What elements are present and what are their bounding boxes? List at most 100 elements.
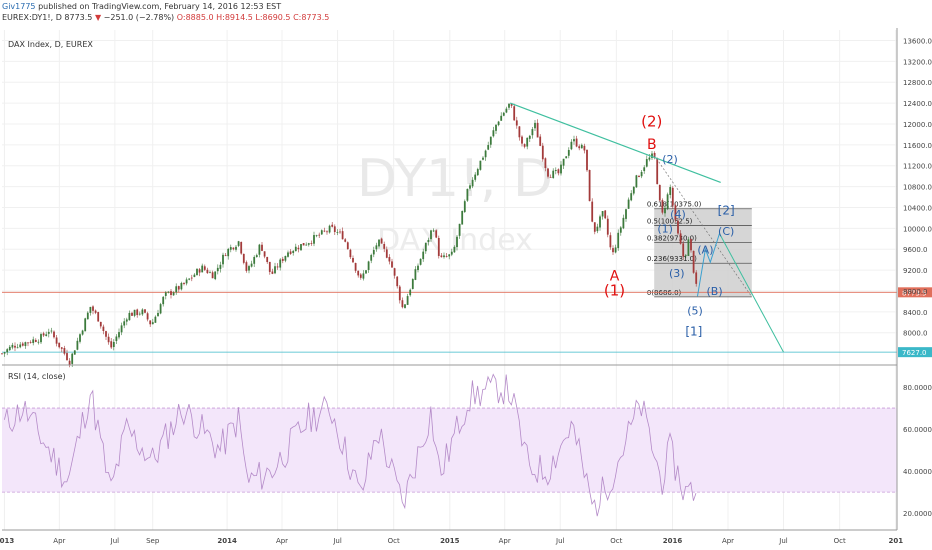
candle-body — [89, 306, 92, 313]
candle-body — [567, 150, 570, 156]
candle-body — [203, 266, 206, 270]
candle-body — [341, 231, 344, 240]
candle-body — [144, 309, 146, 313]
candle-body — [157, 312, 159, 317]
projection-path — [697, 233, 720, 297]
candle-body — [617, 232, 620, 249]
candle-body — [258, 244, 261, 255]
last-price: 8773.5 — [64, 13, 93, 22]
projection-drop — [719, 233, 784, 353]
candle-body — [458, 223, 461, 236]
candle-body — [201, 265, 204, 273]
candle-body — [289, 251, 292, 254]
candle-body — [445, 256, 448, 257]
candle-body — [411, 279, 414, 289]
candle-body — [679, 233, 682, 244]
candle-body — [479, 160, 482, 170]
candle-body — [653, 152, 656, 158]
candle-body — [539, 136, 542, 146]
candle-body — [430, 230, 432, 240]
rsi-title: RSI (14, close) — [8, 372, 66, 381]
rsi-y-tick-label: 40.0000 — [903, 468, 932, 476]
candle-body — [401, 300, 404, 308]
candle-body — [344, 239, 347, 242]
candle-body — [167, 291, 170, 293]
candle-body — [362, 273, 365, 279]
candle-body — [333, 226, 336, 232]
rsi-y-tick-label: 20.0000 — [903, 510, 932, 518]
candle-body — [245, 262, 248, 271]
fib-retracement[interactable]: 0.618(10375.0) 0.5(10052.5) 0.382(9730.0) 0… — [647, 201, 752, 298]
candle-body — [79, 334, 81, 342]
candle-body — [367, 261, 370, 270]
candle-body — [471, 179, 474, 187]
candle-body — [336, 232, 339, 233]
candle-body — [630, 193, 633, 201]
candle-body — [185, 279, 188, 284]
candle-body — [682, 243, 685, 257]
low-value: L:8690.5 — [255, 13, 291, 22]
candle-body — [216, 267, 219, 272]
candles — [1, 103, 698, 368]
x-tick-label: Jul — [332, 537, 342, 545]
x-tick-label: Oct — [834, 537, 846, 545]
candle-body — [510, 103, 513, 106]
candle-body — [664, 207, 666, 214]
x-tick-label: Apr — [53, 537, 65, 545]
rsi-y-tick-label: 80.0000 — [903, 384, 932, 392]
candle-body — [1, 353, 3, 355]
candle-body — [6, 349, 9, 353]
publish-info: published on TradingView.com, February 1… — [38, 2, 282, 11]
candle-body — [133, 309, 136, 316]
candle-body — [99, 321, 102, 327]
candle-body — [138, 313, 141, 315]
wave-label-blue: (5) — [687, 304, 703, 317]
candle-body — [547, 168, 549, 177]
candle-body — [131, 312, 133, 316]
candle-body — [242, 253, 245, 263]
candle-body — [669, 187, 672, 195]
candle-body — [281, 258, 284, 261]
candle-body — [313, 235, 315, 244]
candle-body — [320, 230, 323, 235]
x-tick-label: 2016 — [663, 537, 683, 545]
x-tick-label: Apr — [276, 537, 288, 545]
wave-label-blue: [2] — [718, 204, 735, 218]
candle-body — [596, 226, 599, 232]
publisher-line: Giv1775 published on TradingView.com, Fe… — [2, 2, 281, 12]
candle-body — [414, 269, 417, 280]
fib-level-label: 0.618(10375.0) — [647, 201, 702, 209]
candle-body — [105, 331, 107, 337]
candle-body — [240, 241, 243, 254]
candle-body — [534, 122, 536, 129]
candle-body — [307, 243, 310, 245]
candle-body — [328, 225, 331, 233]
y-tick-label: 11200.0 — [903, 163, 932, 171]
candle-body — [614, 247, 617, 253]
candle-body — [497, 121, 500, 126]
x-tick-label: 2015 — [440, 537, 460, 545]
candle-body — [125, 319, 128, 322]
candle-body — [45, 334, 48, 337]
candle-body — [677, 220, 679, 234]
x-tick-label: 2013 — [0, 537, 14, 545]
candle-body — [297, 247, 300, 250]
wave-annotations[interactable]: (2)BA(1)(2)(1)(4)(3)(5)[1](A)(B)(C)[2] — [509, 102, 784, 353]
open-value: O:8885.0 — [176, 13, 214, 22]
candle-body — [68, 360, 71, 365]
candle-body — [266, 256, 269, 263]
candle-body — [349, 249, 352, 258]
candle-body — [40, 334, 42, 343]
wave-label-blue: [1] — [685, 324, 702, 338]
candle-body — [180, 283, 183, 290]
candle-body — [495, 124, 497, 131]
candle-body — [60, 347, 63, 349]
candle-body — [339, 231, 341, 233]
candle-body — [29, 341, 32, 343]
candle-body — [695, 272, 698, 284]
publisher-username[interactable]: Giv1775 — [2, 2, 36, 11]
y-tick-label: 10400.0 — [903, 204, 932, 212]
candle-body — [11, 344, 14, 348]
candle-body — [14, 345, 16, 348]
